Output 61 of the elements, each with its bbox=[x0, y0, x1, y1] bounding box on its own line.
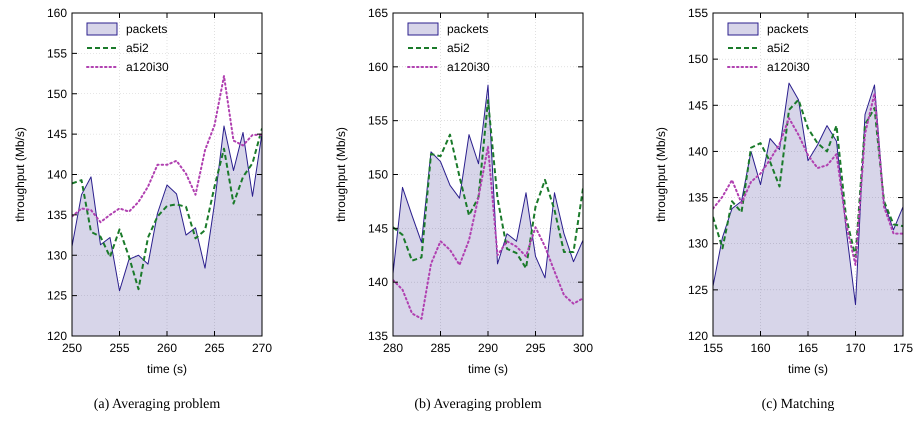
y-tick-label: 125 bbox=[688, 282, 708, 297]
y-tick-label: 135 bbox=[368, 329, 388, 343]
x-tick-label: 270 bbox=[252, 341, 272, 355]
legend-label: a120i30 bbox=[126, 60, 170, 74]
x-tick-label: 260 bbox=[156, 341, 178, 355]
line-series bbox=[72, 127, 262, 290]
legend-label: a5i2 bbox=[126, 41, 150, 55]
y-tick-label: 145 bbox=[46, 127, 68, 142]
y-tick-label: 130 bbox=[46, 248, 68, 262]
y-axis-title: throughput (Mb/s) bbox=[334, 127, 348, 222]
text: (b) Averaging problem bbox=[414, 397, 542, 412]
x-tick-label: 170 bbox=[845, 341, 866, 355]
y-tick-label: 140 bbox=[688, 144, 708, 158]
y-tick-label: 135 bbox=[688, 190, 708, 205]
line-series bbox=[72, 74, 262, 224]
y-tick-label: 160 bbox=[46, 6, 68, 20]
x-tick-label: 300 bbox=[572, 341, 594, 355]
x-tick-label: 160 bbox=[750, 341, 771, 355]
y-tick-label: 155 bbox=[368, 114, 388, 128]
x-axis-title: time (s) bbox=[147, 362, 187, 376]
x-tick-label: 255 bbox=[109, 341, 130, 355]
y-tick-label: 150 bbox=[46, 86, 68, 101]
y-tick-label: 145 bbox=[688, 98, 708, 112]
y-tick-label: 140 bbox=[368, 275, 388, 290]
y-tick-label: 145 bbox=[368, 221, 388, 236]
x-axis-title: time (s) bbox=[788, 362, 828, 376]
x-tick-label: 295 bbox=[525, 341, 546, 355]
y-axis-title: throughput (Mb/s) bbox=[654, 127, 668, 222]
x-tick-label: 265 bbox=[204, 341, 225, 355]
x-tick-label: 250 bbox=[62, 341, 82, 355]
legend-label: packets bbox=[126, 22, 168, 36]
y-tick-label: 150 bbox=[688, 52, 708, 66]
y-axis-title: throughput (Mb/s) bbox=[13, 127, 27, 222]
x-tick-label: 285 bbox=[430, 341, 451, 355]
legend-label: a5i2 bbox=[767, 41, 790, 55]
y-tick-label: 150 bbox=[368, 168, 388, 182]
y-tick-label: 165 bbox=[368, 6, 388, 20]
x-tick-label: 290 bbox=[478, 341, 498, 355]
x-tick-label: 165 bbox=[798, 341, 818, 355]
x-axis-title: time (s) bbox=[468, 362, 508, 376]
y-tick-label: 130 bbox=[688, 236, 708, 251]
x-tick-label: 280 bbox=[382, 341, 404, 355]
legend-label: a5i2 bbox=[447, 41, 470, 55]
y-tick-label: 140 bbox=[46, 168, 68, 182]
legend-label: packets bbox=[767, 22, 808, 36]
text: (a) Averaging problem bbox=[94, 397, 220, 412]
legend-label: a120i30 bbox=[447, 60, 490, 74]
y-tick-label: 155 bbox=[46, 46, 68, 60]
line-series bbox=[393, 146, 583, 320]
y-tick-label: 120 bbox=[688, 329, 708, 343]
y-tick-label: 125 bbox=[46, 288, 68, 303]
y-tick-label: 120 bbox=[46, 329, 68, 343]
legend-label: packets bbox=[447, 22, 488, 36]
y-tick-label: 160 bbox=[368, 60, 388, 74]
y-tick-label: 135 bbox=[46, 208, 68, 222]
y-tick-label: 155 bbox=[688, 6, 708, 20]
x-tick-label: 175 bbox=[892, 341, 914, 355]
text: (c) Matching bbox=[762, 397, 834, 412]
x-tick-label: 155 bbox=[702, 341, 724, 355]
legend-label: a120i30 bbox=[767, 60, 810, 74]
line-series bbox=[393, 99, 583, 270]
